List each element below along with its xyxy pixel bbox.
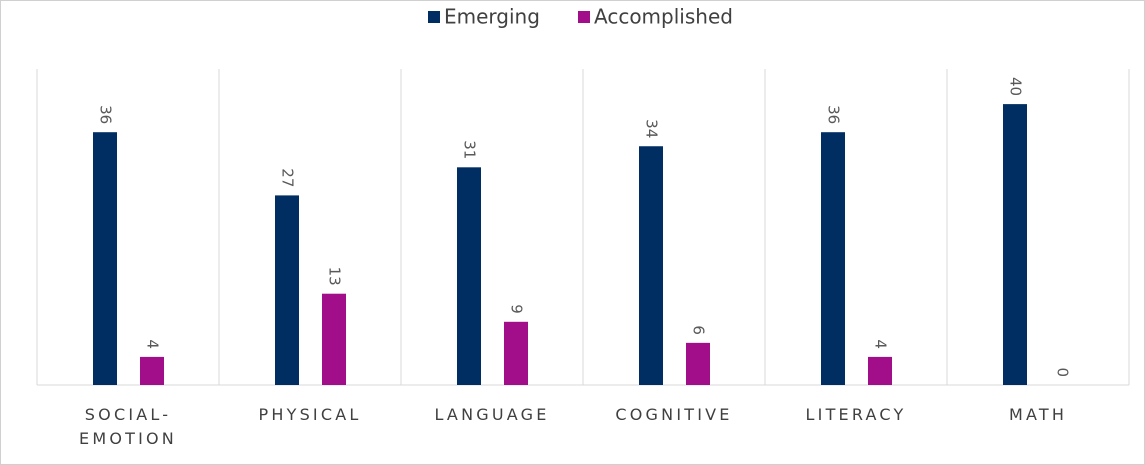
x-tick-label: LITERACY <box>805 405 907 424</box>
data-label: 34 <box>643 119 661 138</box>
x-tick-label: SOCIAL-EMOTION <box>79 405 177 448</box>
legend-swatch <box>428 11 440 23</box>
bar <box>457 167 481 385</box>
data-label: 9 <box>508 304 526 314</box>
x-tick-label: LANGUAGE <box>434 405 550 424</box>
data-label: 31 <box>461 140 479 159</box>
bar <box>504 321 528 385</box>
legend-swatch <box>578 11 590 23</box>
bar <box>275 195 299 385</box>
data-label: 4 <box>144 339 162 349</box>
data-label: 13 <box>326 267 344 286</box>
legend-label: Emerging <box>444 5 540 29</box>
bar <box>322 293 346 385</box>
bar <box>93 132 117 385</box>
bar <box>821 132 845 385</box>
x-tick-label: PHYSICAL <box>258 405 362 424</box>
legend-label: Accomplished <box>594 5 733 29</box>
bar <box>1003 104 1027 385</box>
data-label: 6 <box>690 325 708 335</box>
data-label: 4 <box>872 339 890 349</box>
bar <box>868 356 892 385</box>
x-tick-label: MATH <box>1008 405 1068 424</box>
data-label: 36 <box>97 105 115 124</box>
data-label: 0 <box>1054 367 1072 377</box>
bar <box>686 342 710 385</box>
bar <box>639 146 663 385</box>
data-label: 36 <box>825 105 843 124</box>
data-label: 27 <box>279 168 297 187</box>
x-tick-label: COGNITIVE <box>615 405 733 424</box>
data-label: 40 <box>1007 77 1025 96</box>
bar <box>140 356 164 385</box>
